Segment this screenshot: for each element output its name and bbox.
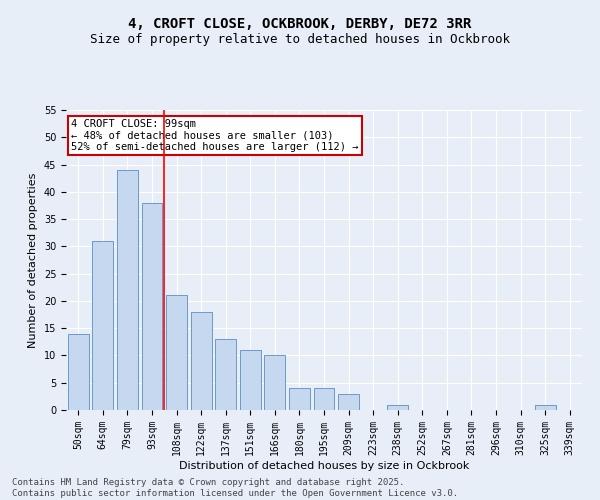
- Bar: [265, 356, 286, 410]
- Text: Contains HM Land Registry data © Crown copyright and database right 2025.
Contai: Contains HM Land Registry data © Crown c…: [12, 478, 458, 498]
- Text: 4, CROFT CLOSE, OCKBROOK, DERBY, DE72 3RR: 4, CROFT CLOSE, OCKBROOK, DERBY, DE72 3R…: [128, 18, 472, 32]
- Bar: [314, 388, 334, 410]
- Bar: [142, 202, 163, 410]
- X-axis label: Distribution of detached houses by size in Ockbrook: Distribution of detached houses by size …: [179, 460, 469, 470]
- Text: Size of property relative to detached houses in Ockbrook: Size of property relative to detached ho…: [90, 32, 510, 46]
- Text: 4 CROFT CLOSE: 99sqm
← 48% of detached houses are smaller (103)
52% of semi-deta: 4 CROFT CLOSE: 99sqm ← 48% of detached h…: [71, 119, 359, 152]
- Bar: [117, 170, 138, 410]
- Bar: [338, 394, 359, 410]
- Bar: [68, 334, 89, 410]
- Bar: [215, 339, 236, 410]
- Bar: [535, 404, 556, 410]
- Bar: [387, 404, 408, 410]
- Bar: [289, 388, 310, 410]
- Bar: [92, 241, 113, 410]
- Bar: [191, 312, 212, 410]
- Y-axis label: Number of detached properties: Number of detached properties: [28, 172, 38, 348]
- Bar: [240, 350, 261, 410]
- Bar: [166, 296, 187, 410]
